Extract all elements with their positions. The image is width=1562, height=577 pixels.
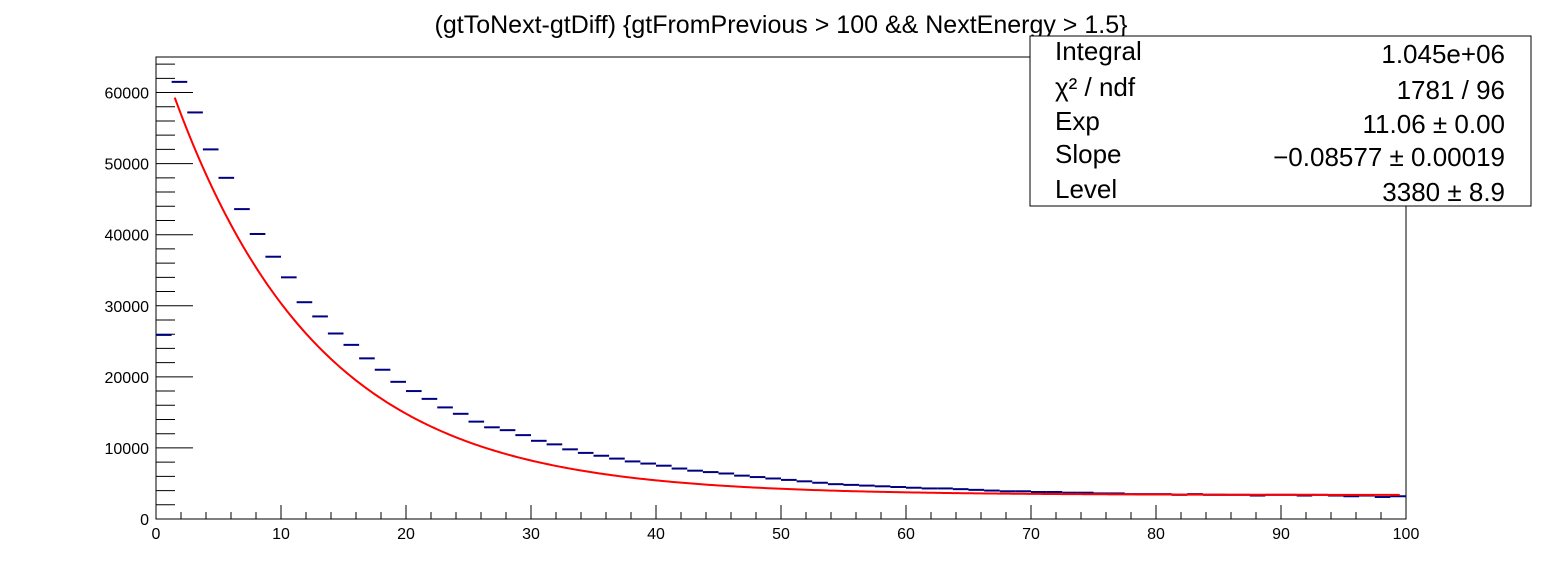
fit-curve	[173, 97, 1400, 496]
y-tick-label: 0	[140, 512, 149, 529]
y-tick-label: 20000	[105, 370, 150, 387]
y-tick-label: 60000	[105, 86, 150, 103]
stats-value: −0.08577 ± 0.00019	[1273, 142, 1505, 172]
x-tick-label: 20	[397, 526, 415, 543]
stats-label: Level	[1055, 174, 1117, 204]
x-tick-label: 70	[1022, 526, 1040, 543]
y-axis: 0 10000 20000 30000 40000 50000 60000	[105, 63, 193, 529]
y-tick-label: 30000	[105, 299, 150, 316]
stats-value: 1781 / 96	[1397, 75, 1505, 105]
y-tick-label: 50000	[105, 157, 150, 174]
x-tick-label: 60	[897, 526, 915, 543]
y-tick-label: 40000	[105, 228, 150, 245]
x-tick-label: 90	[1272, 526, 1290, 543]
stats-box-frame	[1029, 35, 1532, 207]
x-tick-label: 10	[272, 526, 290, 543]
x-axis: 0 10 20 30 40 50 60 70 80 90 100	[152, 505, 1420, 543]
x-tick-label: 100	[1393, 526, 1420, 543]
x-tick-label: 0	[152, 526, 161, 543]
x-tick-label: 80	[1147, 526, 1165, 543]
stats-label: Slope	[1055, 139, 1122, 169]
stats-box: Integral 1.045e+06 χ² / ndf 1781 / 96 Exp 11.…	[1029, 35, 1532, 207]
x-tick-label: 50	[772, 526, 790, 543]
x-tick-label: 40	[647, 526, 665, 543]
stats-value: 11.06 ± 0.00	[1363, 109, 1505, 139]
stats-label: χ² / ndf	[1055, 72, 1136, 102]
stats-label: Exp	[1055, 106, 1100, 136]
stats-value: 1.045e+06	[1381, 39, 1505, 69]
stats-value: 3380 ± 8.9	[1382, 177, 1505, 207]
chart-title: (gtToNext-gtDiff) {gtFromPrevious > 100 …	[435, 11, 1128, 39]
y-tick-label: 10000	[105, 441, 150, 458]
stats-label: Integral	[1055, 36, 1142, 66]
x-tick-label: 30	[522, 526, 540, 543]
